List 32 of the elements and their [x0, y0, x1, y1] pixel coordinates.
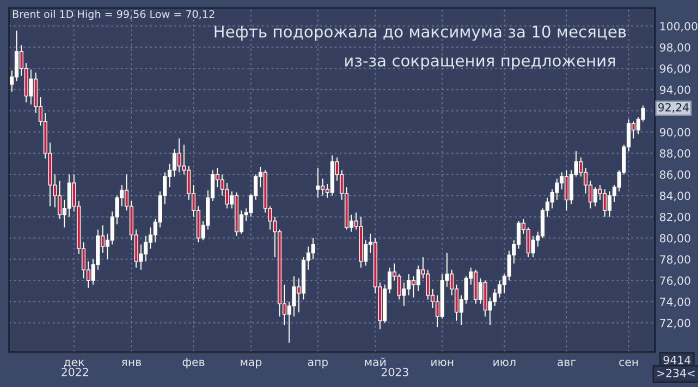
y-tick-label: 74,00: [660, 298, 690, 308]
y-tick-label: 72,00: [660, 318, 690, 328]
text: 2022: [62, 368, 88, 376]
text: 2023: [382, 368, 408, 376]
y-tick-label: 86,00: [660, 170, 690, 180]
x-tick-label: июн: [431, 360, 454, 366]
text: >234<: [657, 368, 695, 378]
y-tick-label: 78,00: [660, 255, 690, 265]
y-tick-label: 82,00: [660, 212, 690, 222]
y-tick-label: 90,00: [660, 128, 690, 138]
y-tick-label: 80,00: [660, 234, 690, 244]
x-tick-label: июл: [494, 360, 516, 366]
x-tick-label: май: [365, 358, 386, 366]
x-tick-label: янв: [122, 360, 142, 366]
text: из-за сокращения предложения: [345, 57, 615, 70]
y-tick-label: 94,00: [660, 86, 690, 96]
text: 9414: [664, 356, 691, 364]
x-tick-label: мар: [240, 360, 262, 368]
annotation: 92,24: [658, 103, 689, 113]
x-tick-label: сен: [619, 360, 638, 366]
x-tick-label: фев: [182, 358, 204, 368]
y-tick-label: 84,00: [660, 192, 690, 202]
text: Нефть подорожала до максимума за 10 месяцев: [214, 26, 626, 41]
y-tick-label: 100,00: [660, 22, 698, 32]
y-tick-label: 96,00: [660, 64, 690, 74]
x-tick-label: апр: [308, 360, 328, 368]
y-tick-label: 76,00: [660, 276, 690, 286]
y-tick-label: 98,00: [660, 43, 690, 53]
x-tick-label: авг: [558, 360, 576, 366]
annotation: Brent oil 1D High = 99,56 Low = 70,12: [13, 10, 214, 20]
y-tick-label: 88,00: [660, 149, 690, 159]
x-tick-label: дек: [64, 360, 84, 368]
